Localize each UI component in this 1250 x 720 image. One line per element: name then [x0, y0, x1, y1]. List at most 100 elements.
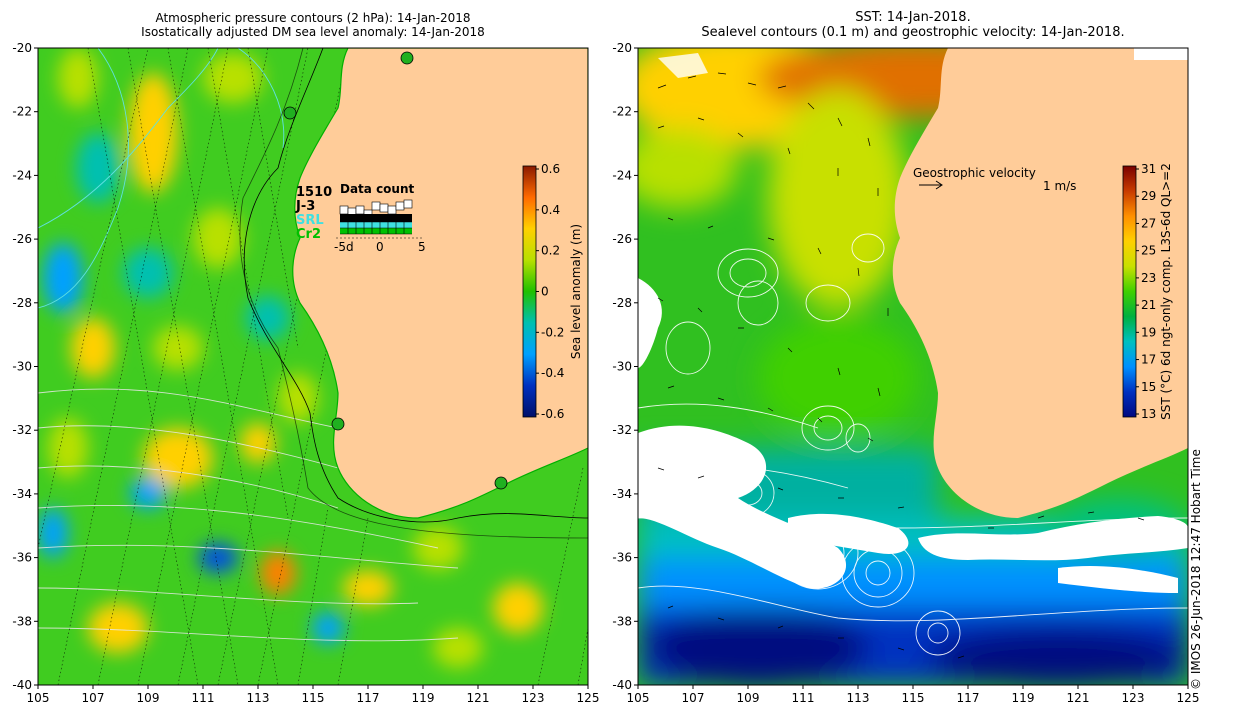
lon-tick-label: 105 — [27, 691, 50, 705]
lat-tick-label: -26 — [612, 232, 632, 246]
velocity-legend-label: Geostrophic velocity — [913, 166, 1036, 180]
data-count-tick-0: 0 — [376, 240, 384, 254]
colorbar-tick-label: 31 — [1141, 162, 1156, 176]
lon-tick-label: 109 — [137, 691, 160, 705]
data-count-title: Data count — [340, 182, 415, 196]
lon-tick-label: 111 — [792, 691, 815, 705]
sla-colorbar: 0.6 0.4 0.2 0 -0.2 -0.4 -0.6 Sea level anomaly … — [522, 162, 583, 421]
data-count-bars — [336, 199, 424, 239]
lon-tick-label: 123 — [522, 691, 545, 705]
lat-tick-label: -30 — [12, 360, 32, 374]
lat-tick-label: -20 — [12, 41, 32, 55]
sst-map-svg — [638, 48, 1188, 685]
tide-gauge-marker — [494, 476, 508, 490]
lon-tick-label: 121 — [1067, 691, 1090, 705]
lon-tick-label: 115 — [902, 691, 925, 705]
colorbar-tick-label: 17 — [1141, 353, 1156, 367]
colorbar-tick-label: 29 — [1141, 189, 1156, 203]
lat-tick-label: -28 — [612, 296, 632, 310]
colorbar-tick-label: 0.4 — [541, 203, 560, 217]
velocity-legend: Geostrophic velocity 1 m/s — [913, 166, 1076, 193]
colorbar-tick-label: -0.2 — [541, 325, 564, 339]
data-count-tick-5: 5 — [418, 240, 426, 254]
lat-tick-label: -34 — [12, 487, 32, 501]
sea-level-anomaly-map: 1510 J-3 SRL Cr2 Data count — [38, 48, 588, 685]
lon-tick-label: 119 — [412, 691, 435, 705]
lon-tick-label: 115 — [302, 691, 325, 705]
pressure-contours-cyan — [38, 48, 285, 309]
lat-tick-label: -20 — [612, 41, 632, 55]
colorbar-tick-label: 23 — [1141, 271, 1156, 285]
shelf-break-contour — [243, 48, 588, 523]
lat-tick-label: -36 — [612, 551, 632, 565]
colorbar-tick-label: 0.2 — [541, 244, 560, 258]
lon-tick-label: 125 — [1177, 691, 1200, 705]
sea-level-contours — [638, 233, 1188, 656]
lon-tick-label: 109 — [737, 691, 760, 705]
colorbar-tick-label: 0.6 — [541, 162, 560, 176]
velocity-scale-arrow-icon — [919, 180, 943, 190]
mission-label-1510: 1510 — [296, 185, 333, 200]
colorbar-gradient — [522, 165, 537, 418]
lat-tick-label: -24 — [12, 168, 32, 182]
data-count-tick-minus5: -5d — [334, 240, 354, 254]
lat-tick-label: -32 — [12, 423, 32, 437]
lon-tick-label: 105 — [627, 691, 650, 705]
lon-tick-label: 119 — [1012, 691, 1035, 705]
colorbar-tick-label: 0 — [541, 285, 549, 299]
lon-tick-label: 123 — [1122, 691, 1145, 705]
altimeter-tracks — [38, 48, 588, 685]
lat-tick-label: -22 — [612, 105, 632, 119]
colorbar-tick-label: 21 — [1141, 298, 1156, 312]
geostrophic-velocity-arrows — [657, 72, 1145, 659]
colorbar-tick-label: -0.6 — [541, 407, 564, 421]
mission-label-j3: J-3 — [296, 199, 316, 214]
colorbar-tick-label: 15 — [1141, 380, 1156, 394]
lat-tick-label: -24 — [612, 168, 632, 182]
colorbar-gradient — [1122, 165, 1137, 418]
lat-tick-label: -38 — [12, 614, 32, 628]
lon-tick-label: 107 — [682, 691, 705, 705]
lat-tick-label: -40 — [612, 678, 632, 692]
lon-tick-label: 121 — [467, 691, 490, 705]
left-title-line1: Atmospheric pressure contours (2 hPa): 1… — [155, 11, 471, 25]
colorbar-label: SST (°C) 6d ngt-only comp. L3S-6d QL>=2 — [1159, 163, 1173, 420]
australia-landmass — [292, 48, 588, 519]
lat-tick-label: -40 — [12, 678, 32, 692]
sla-anomaly-field — [38, 48, 543, 668]
colorbar-tick-label: 25 — [1141, 244, 1156, 258]
tide-gauge-marker — [283, 106, 297, 120]
lon-tick-label: 113 — [847, 691, 870, 705]
cloud-mask — [638, 53, 1188, 593]
left-title-line2: Isostatically adjusted DM sea level anom… — [141, 25, 485, 39]
velocity-legend-scale: 1 m/s — [1043, 179, 1077, 193]
lon-tick-label: 125 — [577, 691, 600, 705]
mission-label-srl: SRL — [296, 213, 324, 228]
left-map-title: Atmospheric pressure contours (2 hPa): 1… — [38, 11, 588, 39]
lat-tick-label: -36 — [12, 551, 32, 565]
right-title-line1: SST: 14-Jan-2018. — [855, 10, 971, 25]
lon-tick-label: 111 — [192, 691, 215, 705]
sst-colorbar: 31 29 27 25 23 21 19 17 15 13 SST (°C) 6d ngt-only… — [1122, 162, 1173, 421]
colorbar-tick-label: -0.4 — [541, 366, 564, 380]
lat-tick-label: -26 — [12, 232, 32, 246]
lon-tick-label: 107 — [82, 691, 105, 705]
lon-tick-label: 117 — [957, 691, 980, 705]
lat-tick-label: -22 — [12, 105, 32, 119]
sla-map-svg — [38, 48, 588, 685]
lon-tick-label: 113 — [247, 691, 270, 705]
mission-label-cr2: Cr2 — [296, 227, 321, 242]
colorbar-tick-label: 13 — [1141, 407, 1156, 421]
pressure-contours — [38, 388, 459, 642]
copyright-text: © IMOS 26-Jun-2018 12:47 Hobart Time — [1189, 449, 1203, 690]
sst-map: Geostrophic velocity 1 m/s — [638, 48, 1188, 685]
tide-gauge-marker — [400, 51, 414, 65]
right-title-line2: Sealevel contours (0.1 m) and geostrophi… — [701, 25, 1125, 40]
lat-tick-label: -28 — [12, 296, 32, 310]
australia-landmass-sst — [892, 48, 1188, 518]
tide-gauge-marker — [331, 417, 345, 431]
colorbar-label: Sea level anomaly (m) — [569, 224, 583, 359]
